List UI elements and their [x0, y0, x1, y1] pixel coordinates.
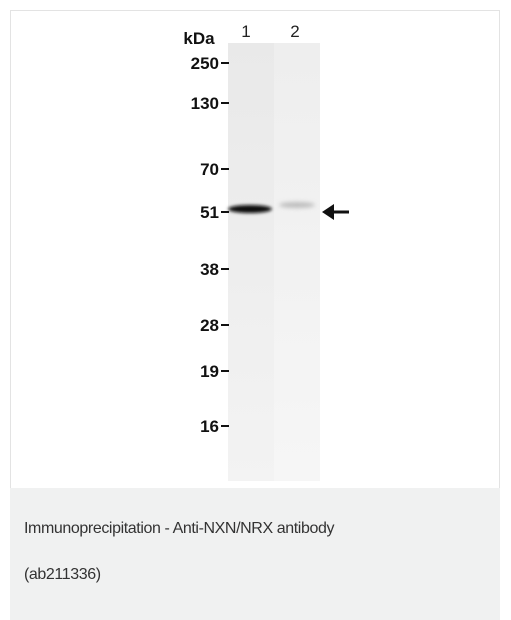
marker-label: 51	[200, 203, 219, 222]
marker-label: 19	[200, 362, 219, 381]
caption-line: (ab211336)	[24, 566, 101, 583]
marker-label: 250	[191, 54, 219, 73]
band-lane-2	[279, 202, 315, 208]
lane-label: 2	[290, 22, 299, 41]
marker-label: 28	[200, 316, 219, 335]
western-blot: kDa 1 2 250 130 70 51 38 28 19 16	[183, 22, 349, 481]
lane-1-background	[228, 43, 274, 481]
caption-line: Immunoprecipitation - Anti-NXN/NRX antib…	[24, 520, 335, 537]
lane-2-background	[274, 43, 320, 481]
lane-label: 1	[241, 22, 250, 41]
caption: Immunoprecipitation - Anti-NXN/NRX antib…	[10, 488, 500, 620]
unit-label: kDa	[183, 29, 215, 48]
marker-label: 70	[200, 160, 219, 179]
figure-panel: kDa 1 2 250 130 70 51 38 28 19 16	[10, 10, 500, 488]
marker-label: 38	[200, 260, 219, 279]
marker-label: 130	[191, 94, 219, 113]
arrow	[322, 204, 349, 220]
band-lane-1	[228, 205, 272, 213]
marker-label: 16	[200, 417, 219, 436]
